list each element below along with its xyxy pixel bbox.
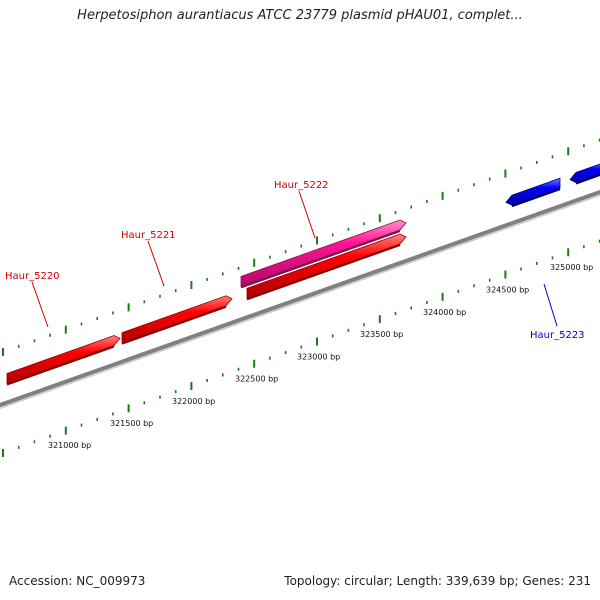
- ruler-label: 321500 bp: [110, 419, 153, 428]
- gene-leader-line: [298, 190, 316, 239]
- gene-arrow-haur-5221-edge: [121, 305, 227, 345]
- ruler-label: 323500 bp: [360, 330, 403, 339]
- gene-label: Haur_5221: [121, 230, 176, 241]
- gene-arrow-gene-unlabeled-1-body: [246, 233, 407, 299]
- gene-arrow-haur-5220-body: [6, 335, 121, 385]
- ruler-label: 321000 bp: [48, 441, 91, 450]
- gene-arrow-haur-5220-edge: [6, 345, 115, 386]
- ruler-label: 324500 bp: [486, 285, 529, 294]
- gene-arrow-haur-5221-body: [121, 295, 233, 344]
- labels: 321000 bp 321500 bp 322000 bp 322500 bp 3230…: [5, 180, 593, 450]
- gene-arrow-haur-5220: [6, 335, 121, 386]
- ruler-label: 322000 bp: [172, 397, 215, 406]
- gene-label: Haur_5220: [5, 271, 60, 282]
- gene-leader-line: [543, 283, 558, 327]
- gene-arrow-gene-unlabeled-1-edge: [246, 244, 401, 301]
- accession-text: Accession: NC_009973: [9, 574, 146, 588]
- gene-arrow-haur-5221: [121, 295, 233, 345]
- ruler-label: 325000 bp: [550, 263, 593, 272]
- gene-features: [6, 163, 600, 386]
- gene-arrow-haur-5222-body: [240, 219, 407, 288]
- gene-arrow-gene-unlabeled-2: [569, 163, 600, 185]
- backbone-line: [0, 189, 600, 410]
- backbone: [0, 189, 600, 408]
- map-title: Herpetosiphon aurantiacus ATCC 23779 pla…: [77, 8, 523, 23]
- gene-label: Haur_5222: [274, 180, 329, 191]
- gene-label: Haur_5223: [530, 330, 585, 341]
- gene-leader-line: [31, 281, 49, 328]
- gene-leader-line: [147, 240, 165, 287]
- gene-arrow-gene-unlabeled-2-body: [569, 163, 600, 183]
- gene-arrow-haur-5223: [505, 177, 561, 208]
- gene-arrow-haur-5222-edge: [240, 230, 401, 289]
- tick-marks: [2, 138, 600, 457]
- gene-arrow-gene-unlabeled-2-edge: [575, 173, 600, 185]
- gene-arrow-haur-5222: [240, 219, 407, 289]
- gene-arrow-gene-unlabeled-1: [246, 233, 407, 301]
- topology-summary-text: Topology: circular; Length: 339,639 bp; …: [284, 574, 591, 588]
- ruler-label: 323000 bp: [297, 353, 340, 362]
- ruler-label: 324000 bp: [423, 308, 466, 317]
- gene-arrow-haur-5223-body: [505, 177, 561, 206]
- gene-arrow-haur-5223-edge: [511, 188, 561, 208]
- ruler-label: 322500 bp: [235, 375, 278, 384]
